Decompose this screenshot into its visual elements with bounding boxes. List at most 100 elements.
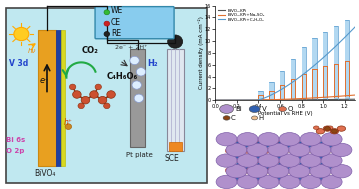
Circle shape	[257, 162, 269, 170]
Circle shape	[291, 177, 299, 183]
BiVO₄-KPi+C₄H₆O₆	[213, 99, 218, 101]
Circle shape	[321, 175, 342, 189]
Circle shape	[279, 107, 286, 112]
Circle shape	[327, 126, 333, 129]
Circle shape	[247, 143, 268, 156]
Circle shape	[327, 177, 336, 183]
Circle shape	[279, 175, 300, 189]
Circle shape	[255, 138, 263, 144]
Text: H₂: H₂	[148, 59, 158, 68]
BiVO₄-KPi+Na₂SO₃	[213, 99, 218, 101]
Circle shape	[327, 138, 336, 144]
Circle shape	[251, 151, 264, 159]
Line: BiVO₄-KPi+C₄H₆O₆: BiVO₄-KPi+C₄H₆O₆	[215, 27, 355, 100]
Circle shape	[243, 148, 252, 153]
Circle shape	[331, 143, 352, 156]
Circle shape	[335, 168, 343, 173]
Circle shape	[278, 162, 290, 170]
Text: BiVO₄: BiVO₄	[34, 169, 56, 178]
Circle shape	[313, 126, 319, 129]
BiVO₄-KPi+Na₂SO₃	[269, 99, 273, 101]
BiVO₄-KPi	[315, 98, 319, 101]
Circle shape	[258, 133, 279, 146]
Circle shape	[331, 165, 352, 178]
Text: SCE: SCE	[164, 154, 179, 163]
Circle shape	[298, 148, 307, 153]
Circle shape	[337, 126, 346, 131]
Circle shape	[98, 96, 107, 104]
Circle shape	[289, 165, 310, 178]
Circle shape	[81, 96, 90, 104]
X-axis label: Potential vs RHE (V): Potential vs RHE (V)	[258, 111, 313, 116]
Circle shape	[230, 173, 243, 180]
Bar	[38, 30, 56, 166]
Circle shape	[279, 154, 300, 167]
Circle shape	[104, 10, 109, 15]
Circle shape	[299, 162, 311, 170]
BiVO₄-KPi+C₄H₆O₆	[314, 63, 319, 65]
Circle shape	[218, 138, 227, 144]
FancyBboxPatch shape	[95, 7, 174, 39]
Circle shape	[320, 141, 332, 149]
Text: O: O	[288, 106, 293, 112]
Circle shape	[272, 151, 285, 159]
Circle shape	[257, 141, 269, 149]
Circle shape	[262, 168, 270, 173]
Circle shape	[252, 116, 258, 120]
Text: 2e⁻ + 2H⁺: 2e⁻ + 2H⁺	[115, 45, 148, 50]
Circle shape	[309, 138, 318, 144]
Circle shape	[216, 133, 237, 146]
Circle shape	[247, 165, 268, 178]
Circle shape	[272, 173, 285, 180]
Circle shape	[298, 168, 307, 173]
Circle shape	[273, 138, 281, 144]
Circle shape	[251, 173, 264, 180]
Circle shape	[255, 158, 263, 163]
Text: O 2p: O 2p	[6, 148, 25, 154]
Circle shape	[289, 143, 310, 156]
Text: WE: WE	[111, 6, 123, 15]
Line: BiVO₄-KPi: BiVO₄-KPi	[215, 99, 355, 100]
BiVO₄-KPi+Na₂SO₃	[315, 97, 319, 99]
Circle shape	[258, 154, 279, 167]
Circle shape	[168, 35, 183, 48]
Circle shape	[132, 81, 141, 89]
Text: H: H	[258, 115, 264, 121]
Circle shape	[291, 158, 299, 163]
Circle shape	[236, 162, 248, 170]
Circle shape	[314, 151, 327, 159]
Circle shape	[255, 177, 263, 183]
Circle shape	[300, 175, 321, 189]
Circle shape	[236, 158, 245, 163]
Circle shape	[236, 141, 248, 149]
BiVO₄-KPi+Na₂SO₃	[301, 97, 306, 100]
Text: C₄H₆O₆: C₄H₆O₆	[107, 72, 138, 81]
Circle shape	[226, 165, 247, 178]
BiVO₄-KPi	[301, 99, 306, 101]
Circle shape	[279, 133, 300, 146]
Circle shape	[95, 84, 102, 90]
BiVO₄-KPi	[314, 98, 319, 101]
Circle shape	[104, 103, 110, 109]
Circle shape	[73, 91, 81, 98]
Circle shape	[300, 133, 321, 146]
BiVO₄-KPi+C₄H₆O₆	[315, 62, 319, 64]
Circle shape	[225, 148, 234, 153]
Circle shape	[130, 56, 139, 65]
BiVO₄-KPi	[213, 99, 218, 101]
Circle shape	[249, 106, 260, 112]
Circle shape	[218, 158, 227, 163]
Circle shape	[236, 177, 245, 183]
Circle shape	[136, 68, 146, 76]
Circle shape	[69, 84, 76, 90]
Circle shape	[14, 27, 29, 41]
Text: C: C	[231, 115, 236, 121]
Line: BiVO₄-KPi+Na₂SO₃: BiVO₄-KPi+Na₂SO₃	[215, 95, 355, 100]
BiVO₄-KPi+C₄H₆O₆	[230, 99, 234, 101]
Circle shape	[65, 124, 71, 129]
Circle shape	[278, 141, 290, 149]
Circle shape	[327, 158, 336, 163]
Circle shape	[309, 158, 318, 163]
Bar	[169, 142, 182, 151]
Circle shape	[104, 21, 109, 26]
